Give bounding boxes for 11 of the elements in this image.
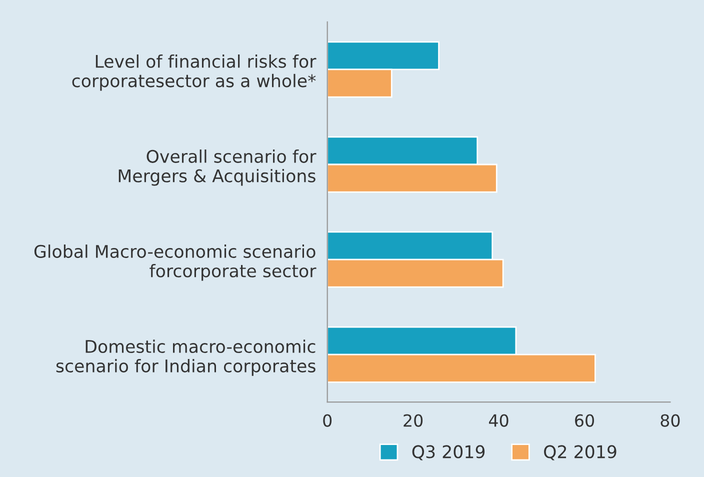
y-tick-label: Level of financial risks for corporatesector as a whole* — [72, 54, 316, 91]
y-tick-label: Global Macro-economic scenario forcorporate sector — [34, 244, 316, 281]
x-tick-label: 60 — [575, 414, 594, 427]
legend-label: Q3 2019 — [412, 445, 485, 460]
y-tick-label: Overall scenario for Mergers & Acquisitions — [118, 150, 316, 186]
x-tick-label: 40 — [488, 414, 508, 427]
y-tick-label: Domestic macro-economic scenario for Indian corporates — [56, 340, 316, 376]
x-tick-label: 0 — [323, 414, 332, 427]
x-tick-label: 20 — [404, 414, 423, 427]
x-tick-label: 80 — [660, 414, 680, 427]
legend-label: Q2 2019 — [544, 445, 616, 460]
